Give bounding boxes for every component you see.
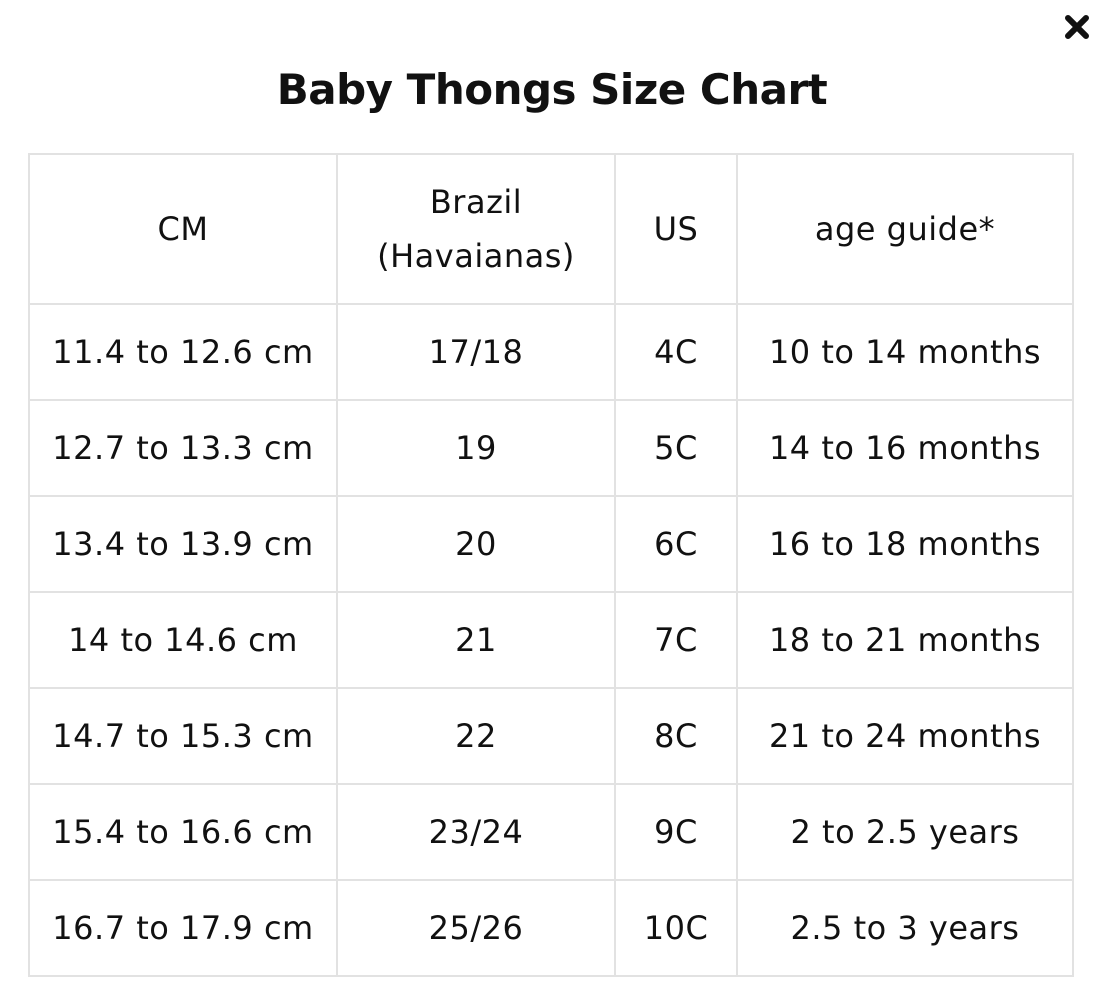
cell-us: 7C xyxy=(614,591,738,689)
cell-brazil: 23/24 xyxy=(336,783,616,881)
header-brazil-line1: Brazil xyxy=(429,183,523,221)
cell-cm: 16.7 to 17.9 cm xyxy=(28,879,338,977)
modal-title: Baby Thongs Size Chart xyxy=(276,65,828,114)
close-button[interactable] xyxy=(1060,10,1094,44)
header-cm: CM xyxy=(28,153,338,305)
cell-brazil: 22 xyxy=(336,687,616,785)
cell-cm: 14 to 14.6 cm xyxy=(28,591,338,689)
table-row: 12.7 to 13.3 cm 19 5C 14 to 16 months xyxy=(28,399,1074,497)
cell-brazil: 25/26 xyxy=(336,879,616,977)
cell-age: 14 to 16 months xyxy=(736,399,1074,497)
table-row: 11.4 to 12.6 cm 17/18 4C 10 to 14 months xyxy=(28,303,1074,401)
header-brazil: Brazil (Havaianas) xyxy=(336,153,616,305)
table-row: 14.7 to 15.3 cm 22 8C 21 to 24 months xyxy=(28,687,1074,785)
cell-cm: 12.7 to 13.3 cm xyxy=(28,399,338,497)
cell-us: 6C xyxy=(614,495,738,593)
cell-cm: 15.4 to 16.6 cm xyxy=(28,783,338,881)
close-icon xyxy=(1063,13,1091,41)
cell-age: 21 to 24 months xyxy=(736,687,1074,785)
cell-age: 18 to 21 months xyxy=(736,591,1074,689)
cell-us: 10C xyxy=(614,879,738,977)
table-row: 14 to 14.6 cm 21 7C 18 to 21 months xyxy=(28,591,1074,689)
cell-brazil: 21 xyxy=(336,591,616,689)
cell-cm: 13.4 to 13.9 cm xyxy=(28,495,338,593)
cell-brazil: 19 xyxy=(336,399,616,497)
table-row: 16.7 to 17.9 cm 25/26 10C 2.5 to 3 years xyxy=(28,879,1074,977)
table-row: 15.4 to 16.6 cm 23/24 9C 2 to 2.5 years xyxy=(28,783,1074,881)
cell-us: 9C xyxy=(614,783,738,881)
table-row: 13.4 to 13.9 cm 20 6C 16 to 18 months xyxy=(28,495,1074,593)
header-brazil-line2: (Havaianas) xyxy=(377,237,575,275)
table-header-row: CM Brazil (Havaianas) US age guide* xyxy=(28,153,1074,305)
cell-us: 4C xyxy=(614,303,738,401)
cell-cm: 14.7 to 15.3 cm xyxy=(28,687,338,785)
cell-cm: 11.4 to 12.6 cm xyxy=(28,303,338,401)
cell-brazil: 20 xyxy=(336,495,616,593)
cell-age: 10 to 14 months xyxy=(736,303,1074,401)
header-us: US xyxy=(614,153,738,305)
cell-age: 2 to 2.5 years xyxy=(736,783,1074,881)
cell-us: 8C xyxy=(614,687,738,785)
cell-age: 2.5 to 3 years xyxy=(736,879,1074,977)
size-chart-table: CM Brazil (Havaianas) US age guide* 11.4… xyxy=(28,153,1074,977)
cell-age: 16 to 18 months xyxy=(736,495,1074,593)
cell-us: 5C xyxy=(614,399,738,497)
cell-brazil: 17/18 xyxy=(336,303,616,401)
header-age-guide: age guide* xyxy=(736,153,1074,305)
